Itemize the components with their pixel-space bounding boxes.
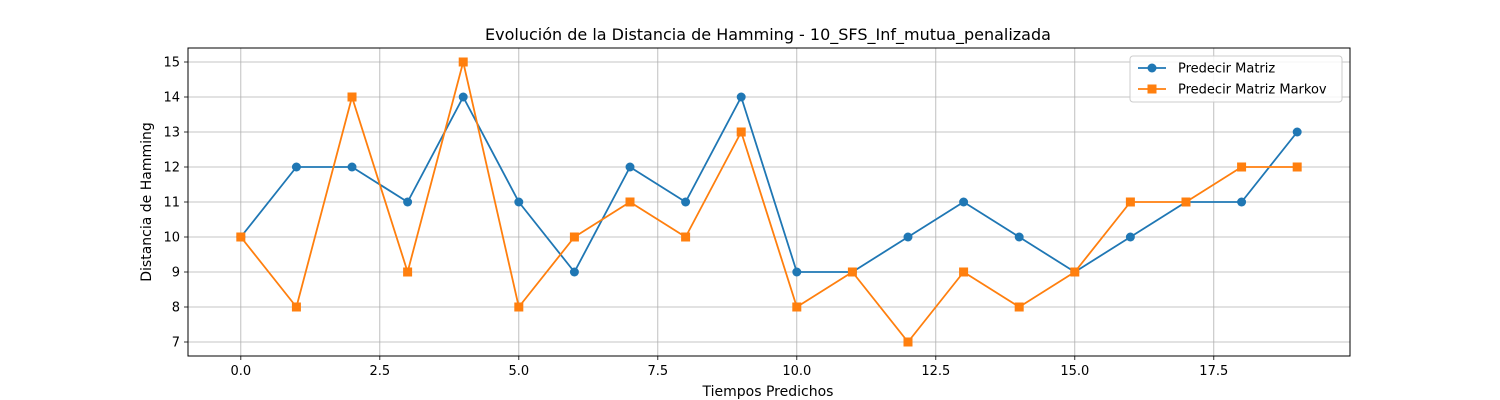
y-tick-label: 14 bbox=[163, 91, 180, 106]
y-tick-label: 12 bbox=[163, 161, 180, 176]
data-point bbox=[681, 197, 691, 207]
data-point bbox=[1125, 197, 1135, 207]
data-point bbox=[625, 197, 635, 207]
data-point bbox=[236, 232, 246, 242]
y-axis: 7 8 9 10 11 12 13 14 15 bbox=[163, 56, 188, 351]
data-point bbox=[569, 232, 579, 242]
x-tick-label: 7.5 bbox=[647, 364, 668, 379]
y-tick-label: 15 bbox=[163, 56, 180, 71]
data-point bbox=[514, 302, 524, 312]
series-layer bbox=[236, 57, 1302, 347]
y-tick-label: 9 bbox=[172, 266, 180, 281]
legend-box bbox=[1129, 55, 1343, 103]
data-point bbox=[1125, 232, 1135, 242]
series-1 bbox=[236, 92, 1302, 277]
series-2 bbox=[236, 57, 1302, 347]
data-point bbox=[959, 267, 969, 277]
data-point bbox=[1237, 162, 1247, 172]
data-point bbox=[291, 162, 301, 172]
data-point bbox=[1070, 267, 1080, 277]
x-tick-label: 10.0 bbox=[782, 364, 811, 379]
y-tick-label: 10 bbox=[163, 231, 180, 246]
data-point bbox=[1014, 302, 1024, 312]
x-tick-label: 2.5 bbox=[369, 364, 390, 379]
data-point bbox=[681, 232, 691, 242]
data-point bbox=[347, 92, 357, 102]
data-point bbox=[458, 57, 468, 67]
data-point bbox=[625, 162, 635, 172]
data-point bbox=[736, 127, 746, 137]
legend-label: Predecir Matriz Markov bbox=[1178, 83, 1327, 98]
data-point bbox=[959, 197, 969, 207]
x-tick-label: 12.5 bbox=[921, 364, 950, 379]
x-axis: 0.0 2.5 5.0 7.5 10.0 12.5 15.0 17.5 bbox=[230, 356, 1228, 379]
legend-marker bbox=[1147, 84, 1157, 94]
data-point bbox=[569, 267, 579, 277]
legend: Predecir Matriz Predecir Matriz Markov bbox=[1129, 55, 1343, 103]
series-line bbox=[240, 96, 1298, 273]
x-tick-label: 17.5 bbox=[1199, 364, 1228, 379]
data-point bbox=[903, 337, 913, 347]
y-axis-label: Distancia de Hamming bbox=[139, 122, 155, 282]
data-point bbox=[347, 162, 357, 172]
data-point bbox=[403, 267, 413, 277]
y-tick-label: 13 bbox=[163, 126, 180, 141]
legend-entry: Predecir Matriz Markov bbox=[1138, 83, 1327, 98]
x-axis-label: Tiempos Predichos bbox=[702, 384, 834, 400]
legend-entry: Predecir Matriz bbox=[1138, 62, 1275, 77]
y-tick-label: 8 bbox=[172, 301, 180, 316]
data-point bbox=[792, 302, 802, 312]
y-tick-label: 11 bbox=[163, 196, 180, 211]
data-point bbox=[514, 197, 524, 207]
x-tick-label: 15.0 bbox=[1060, 364, 1089, 379]
data-point bbox=[1292, 162, 1302, 172]
legend-marker bbox=[1147, 63, 1157, 73]
series-line bbox=[240, 61, 1298, 343]
data-point bbox=[847, 267, 857, 277]
data-point bbox=[1181, 197, 1191, 207]
data-point bbox=[1014, 232, 1024, 242]
data-point bbox=[458, 92, 468, 102]
legend-label: Predecir Matriz bbox=[1178, 62, 1275, 77]
data-point bbox=[1237, 197, 1247, 207]
data-point bbox=[792, 267, 802, 277]
x-tick-label: 5.0 bbox=[508, 364, 529, 379]
data-point bbox=[403, 197, 413, 207]
x-tick-label: 0.0 bbox=[230, 364, 251, 379]
y-tick-label: 7 bbox=[172, 336, 180, 351]
chart-title: Evolución de la Distancia de Hamming - 1… bbox=[485, 25, 1051, 45]
data-point bbox=[903, 232, 913, 242]
data-point bbox=[291, 302, 301, 312]
data-point bbox=[1292, 127, 1302, 137]
data-point bbox=[736, 92, 746, 102]
